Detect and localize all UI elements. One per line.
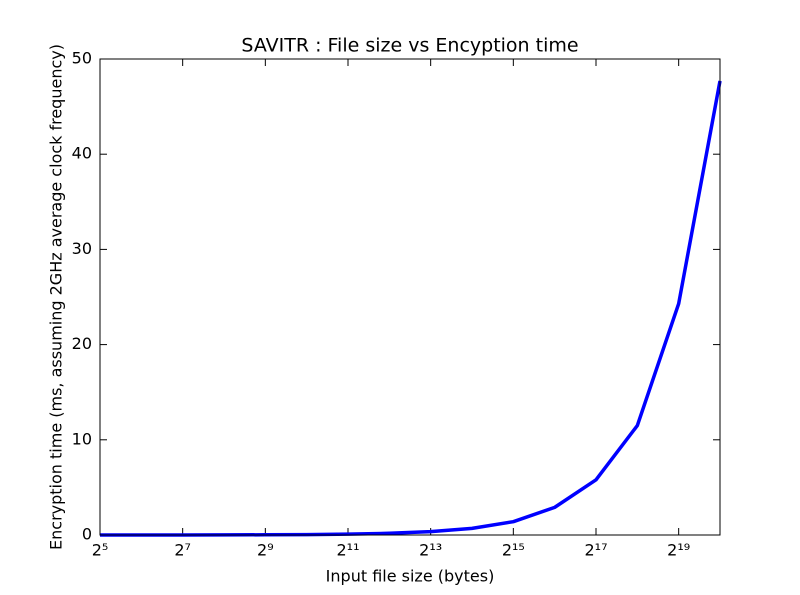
- x-tick-label: 2⁷: [174, 541, 191, 560]
- x-tick-label: 2¹¹: [336, 541, 359, 560]
- y-tick-label: 20: [72, 334, 92, 353]
- y-axis-label: Encryption time (ms, assuming 2GHz avera…: [47, 44, 66, 550]
- y-tick-label: 40: [72, 144, 92, 163]
- x-tick-label: 2⁹: [257, 541, 274, 560]
- x-tick-label: 2¹⁹: [667, 541, 690, 560]
- plot-frame: [99, 58, 721, 536]
- x-axis-label: Input file size (bytes): [326, 567, 495, 586]
- x-tick-label: 2⁵: [92, 541, 109, 560]
- chart-title: SAVITR : File size vs Encyption time: [241, 35, 578, 57]
- y-tick-label: 50: [72, 49, 92, 68]
- y-tick-label: 0: [82, 525, 92, 544]
- x-tick-label: 2¹⁵: [502, 541, 525, 560]
- y-tick-label: 10: [72, 429, 92, 448]
- y-tick-label: 30: [72, 239, 92, 258]
- x-tick-label: 2¹³: [419, 541, 442, 560]
- x-tick-label: 2¹⁷: [584, 541, 607, 560]
